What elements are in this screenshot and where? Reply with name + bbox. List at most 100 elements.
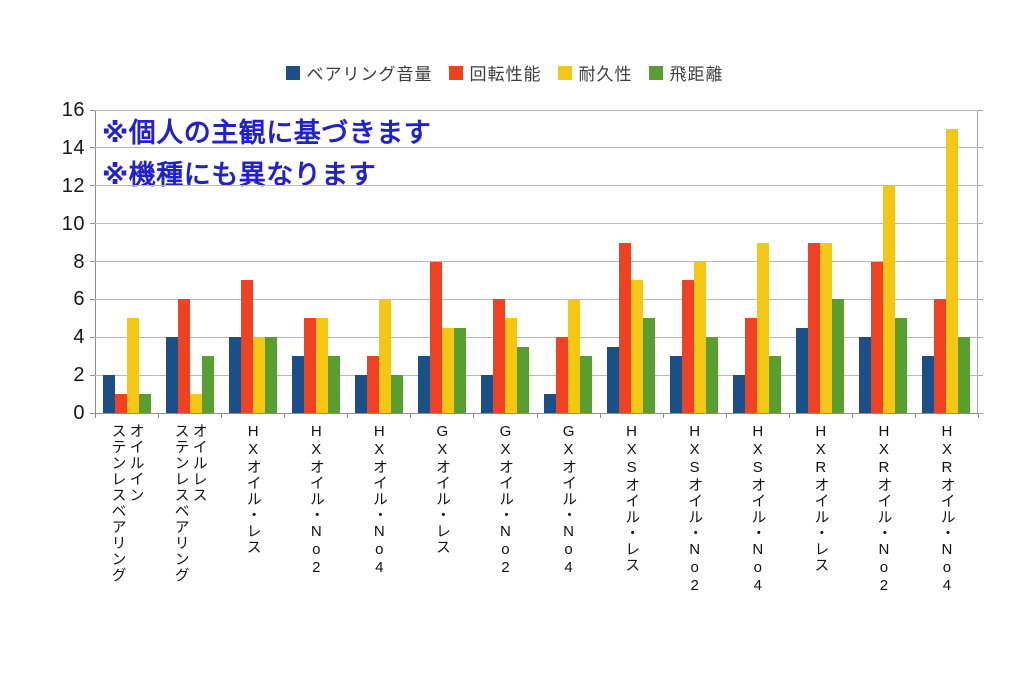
bar-series0-cat0: [102, 375, 115, 413]
legend-item-3: 飛距離: [648, 60, 724, 85]
bar-series0-cat10: [733, 375, 746, 413]
y-tick-right: [978, 261, 983, 262]
y-tick: [90, 336, 95, 338]
x-axis-label-6: GXオイル・No2: [496, 423, 514, 577]
x-tick: [284, 413, 286, 418]
gridline-14: [95, 147, 978, 149]
x-tick: [914, 413, 916, 418]
bar-series1-cat8: [619, 242, 632, 413]
y-tick-right: [978, 298, 983, 300]
x-axis-label-12: HXRオイル・No2: [875, 423, 893, 595]
bar-series0-cat4: [354, 375, 367, 413]
x-tick: [347, 413, 349, 418]
y-axis-label-8: 8: [73, 250, 85, 273]
x-axis-label-7: GXオイル・No4: [560, 423, 578, 577]
legend-swatch-icon: [648, 65, 663, 80]
gridline-10: [95, 223, 978, 225]
x-axis-label-4: HXオイル・No4: [370, 423, 388, 577]
chart-annotation: ※個人の主観に基づきます ※機種にも異なります: [102, 112, 431, 196]
bar-series0-cat1: [165, 337, 178, 413]
gridline-2: [95, 374, 978, 376]
y-tick-right: [978, 336, 983, 338]
chart-legend: ベアリング音量 回転性能 耐久性 飛距離: [0, 60, 1009, 85]
bar-series2-cat0: [126, 318, 139, 413]
y-tick: [90, 223, 95, 225]
bar-series0-cat3: [291, 356, 304, 413]
y-tick: [90, 412, 95, 414]
y-tick: [90, 147, 95, 149]
y-tick: [90, 109, 95, 111]
bar-series3-cat13: [958, 337, 971, 413]
bar-series2-cat8: [631, 280, 644, 413]
x-axis-label-3: HXオイル・No2: [307, 423, 325, 577]
legend-swatch-icon: [448, 65, 463, 80]
bar-series3-cat3: [327, 356, 340, 413]
legend-label: ベアリング音量: [306, 65, 433, 84]
bar-series0-cat12: [859, 337, 872, 413]
x-axis-label-13: HXRオイル・No4: [938, 423, 956, 595]
bar-series1-cat1: [177, 299, 190, 413]
bar-series2-cat4: [378, 299, 391, 413]
x-axis-label-0: オイルイン ステンレスベアリング: [109, 423, 145, 583]
y-tick-right: [978, 147, 983, 149]
legend-swatch-icon: [557, 65, 572, 80]
x-tick: [536, 413, 538, 418]
bar-series3-cat11: [832, 299, 845, 413]
bar-series3-cat6: [516, 346, 529, 413]
x-tick: [95, 413, 96, 418]
bar-series3-cat4: [390, 375, 403, 413]
y-tick-right: [978, 223, 983, 225]
y-tick-right: [978, 185, 983, 187]
plot-area: [90, 109, 983, 418]
y-tick-right: [978, 374, 983, 376]
bar-series0-cat13: [922, 356, 935, 413]
x-tick: [599, 413, 601, 418]
bar-series3-cat8: [643, 318, 656, 413]
gridline-6: [95, 298, 978, 300]
legend-label: 回転性能: [469, 65, 542, 84]
bar-series2-cat7: [568, 299, 581, 413]
gridline-12: [95, 185, 978, 187]
y-tick-right: [978, 109, 983, 111]
x-axis-label-11: HXRオイル・レス: [812, 423, 830, 573]
y-axis-label-6: 6: [73, 288, 85, 311]
bar-series1-cat13: [934, 299, 947, 413]
bar-series3-cat1: [201, 356, 214, 413]
y-tick: [90, 185, 95, 187]
bar-series3-cat10: [769, 356, 782, 413]
x-axis-label-8: HXSオイル・レス: [623, 423, 641, 573]
y-tick: [90, 261, 95, 262]
x-tick: [725, 413, 727, 418]
x-tick: [158, 413, 160, 418]
bar-series1-cat6: [492, 299, 505, 413]
bar-series2-cat11: [820, 242, 833, 413]
y-axis-label-14: 14: [61, 136, 85, 159]
bar-series2-cat13: [946, 128, 959, 413]
legend-label: 飛距離: [669, 65, 724, 84]
legend-label: 耐久性: [578, 65, 633, 84]
x-axis-label-2: HXオイル・レス: [244, 423, 262, 555]
x-axis-label-5: GXオイル・レス: [433, 423, 451, 555]
bar-series1-cat0: [114, 394, 127, 413]
annotation-line-2: ※機種にも異なります: [102, 160, 377, 190]
bar-series1-cat9: [682, 280, 695, 413]
legend-item-1: 回転性能: [448, 60, 542, 85]
legend-swatch-icon: [285, 65, 300, 80]
gridline-4: [95, 336, 978, 338]
y-tick: [90, 374, 95, 376]
x-tick: [978, 413, 979, 418]
y-axis-label-10: 10: [61, 212, 85, 235]
bar-series2-cat6: [504, 318, 517, 413]
bar-series1-cat12: [871, 261, 884, 413]
bar-series2-cat3: [315, 318, 328, 413]
x-axis-label-1: オイルレス ステンレスベアリング: [172, 423, 208, 583]
y-tick: [90, 298, 95, 300]
x-axis-label-10: HXSオイル・No4: [749, 423, 767, 595]
bar-series3-cat5: [453, 327, 466, 413]
bar-series3-cat12: [895, 318, 908, 413]
bar-series1-cat10: [745, 318, 758, 413]
gridline-16: [95, 109, 978, 111]
bar-series2-cat5: [441, 327, 454, 413]
bar-series0-cat7: [544, 394, 557, 413]
